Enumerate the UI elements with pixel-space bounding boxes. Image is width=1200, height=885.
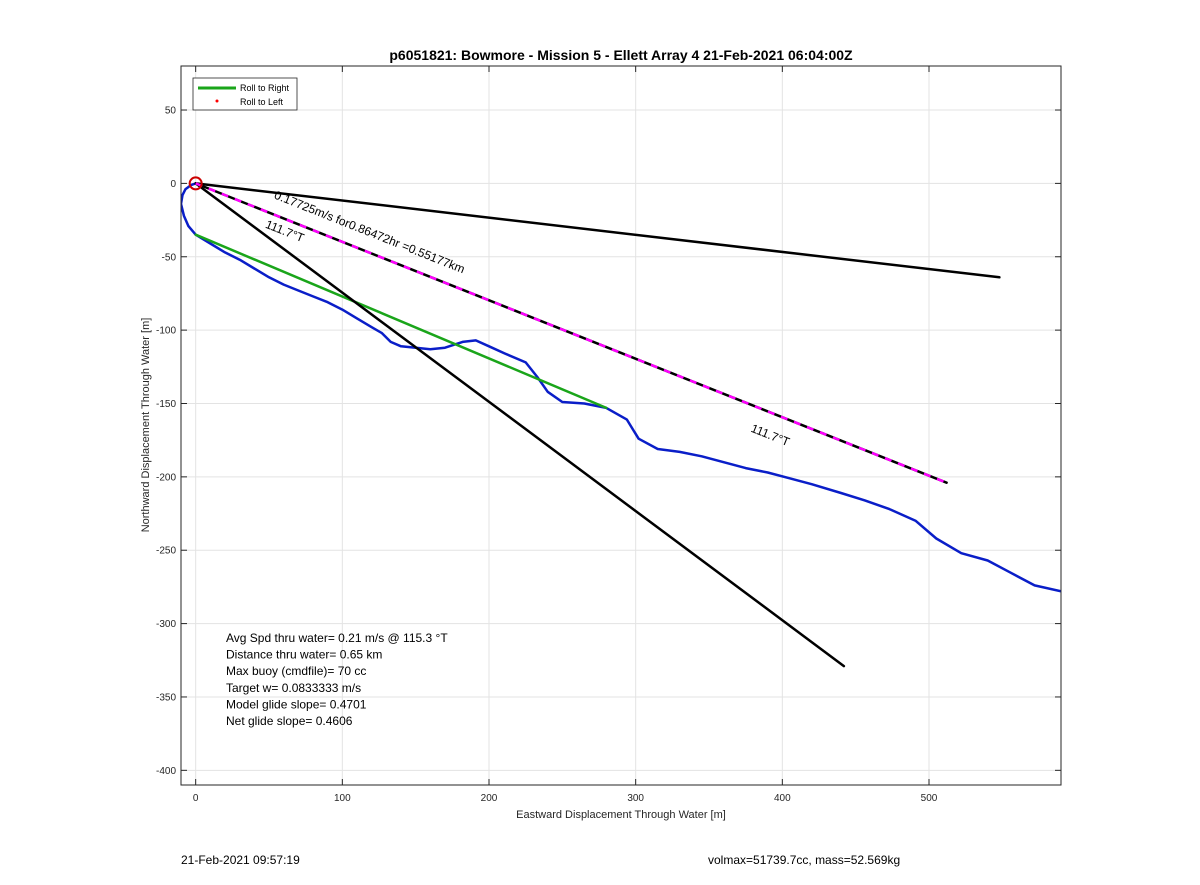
series-layer	[181, 176, 1061, 668]
chart-title: p6051821: Bowmore - Mission 5 - Ellett A…	[389, 47, 853, 63]
series-line-4-dash	[195, 182, 948, 484]
y-tick-label: 0	[170, 179, 176, 190]
series-line-2	[194, 182, 1001, 279]
x-tick-label: 500	[921, 793, 938, 804]
footer-timestamp: 21-Feb-2021 09:57:19	[181, 853, 300, 867]
info-line: Net glide slope= 0.4606	[226, 714, 353, 728]
grid-lines	[181, 66, 1061, 785]
info-line: Distance thru water= 0.65 km	[226, 648, 382, 662]
y-tick-label: -200	[156, 472, 176, 483]
start-marker	[188, 176, 203, 191]
footer-volmax-mass: volmax=51739.7cc, mass=52.569kg	[708, 853, 901, 867]
info-line: Avg Spd thru water= 0.21 m/s @ 115.3 °T	[226, 631, 448, 645]
x-tick-label: 400	[774, 793, 791, 804]
legend-label-roll-right: Roll to Right	[240, 83, 290, 93]
y-tick-label: -400	[156, 766, 176, 777]
info-line: Max buoy (cmdfile)= 70 cc	[226, 664, 366, 678]
series-line-0	[181, 182, 1061, 593]
x-tick-label: 100	[334, 793, 351, 804]
y-tick-label: -350	[156, 692, 176, 703]
plot-frame	[180, 65, 1062, 786]
axis-ticks: 0 100 200 300 400 500500-50-100-150-200-250-3…	[156, 66, 1061, 804]
x-tick-label: 0	[193, 793, 199, 804]
info-line: Model glide slope= 0.4701	[226, 697, 367, 711]
info-line: Target w= 0.0833333 m/s	[226, 681, 361, 695]
y-tick-label: -250	[156, 546, 176, 557]
plot-area	[181, 66, 1061, 785]
y-tick-label: -300	[156, 619, 176, 630]
series-line-3	[194, 182, 846, 668]
y-axis-label: Northward Displacement Through Water [m]	[140, 318, 152, 533]
x-tick-label: 300	[627, 793, 644, 804]
legend-box	[192, 77, 298, 111]
y-tick-label: -50	[162, 252, 177, 263]
legend-label-roll-left: Roll to Left	[240, 97, 284, 107]
y-tick-label: -100	[156, 326, 176, 337]
x-axis-label: Eastward Displacement Through Water [m]	[516, 809, 726, 821]
legend-swatch-roll-left	[215, 99, 219, 103]
legend: Roll to Right Roll to Left	[192, 77, 298, 111]
info-text-block: Avg Spd thru water= 0.21 m/s @ 115.3 °T D…	[226, 631, 448, 728]
series-line-1	[194, 233, 608, 410]
x-tick-label: 200	[481, 793, 498, 804]
y-tick-label: 50	[165, 106, 177, 117]
y-tick-label: -150	[156, 399, 176, 410]
